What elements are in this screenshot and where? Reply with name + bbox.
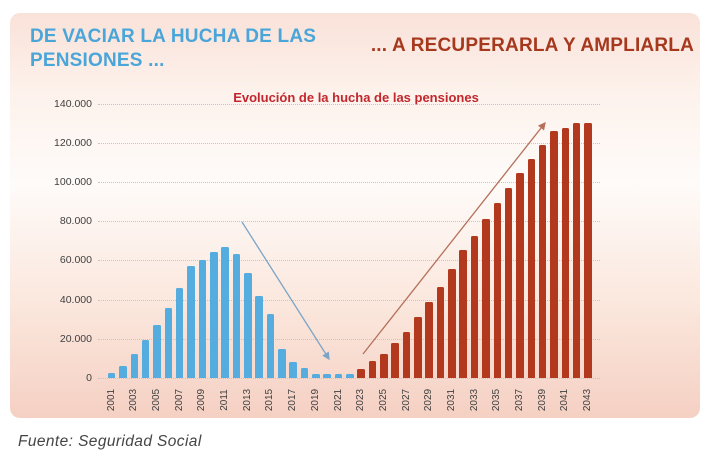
source-caption: Fuente: Seguridad Social [18, 433, 202, 450]
bar-2021 [334, 373, 343, 378]
x-axis-label: 2039 [536, 388, 548, 412]
bar-2005 [153, 324, 161, 378]
bar-2015 [266, 314, 275, 378]
x-axis-label: 2019 [309, 388, 321, 412]
x-axis-label: 2027 [400, 388, 412, 412]
bar-2023 [357, 368, 365, 378]
bar-2002 [119, 365, 127, 378]
x-axis-label: 2041 [559, 388, 571, 412]
x-axis-label: 2043 [581, 388, 593, 412]
bar-2028 [414, 317, 422, 378]
bar-2010 [210, 251, 218, 378]
y-axis-label: 100.000 [54, 175, 92, 188]
bar-2042 [572, 123, 581, 378]
y-axis-label: 80.000 [59, 215, 92, 228]
y-axis-label: 40.000 [59, 293, 92, 306]
bar-2027 [402, 331, 411, 378]
bar-2003 [130, 354, 139, 378]
headline-left: DE VACIAR LA HUCHA DE LAS PENSIONES ... [30, 26, 317, 72]
bar-2029 [425, 301, 433, 378]
gridline-80.000 [98, 221, 600, 223]
gridline-40.000 [98, 299, 600, 301]
bar-2024 [368, 361, 377, 378]
y-axis-label: 120.000 [54, 136, 92, 149]
bar-2013 [244, 272, 252, 378]
bar-2025 [380, 354, 388, 378]
bar-2001 [107, 373, 116, 378]
x-axis-label: 2029 [423, 388, 435, 412]
chart-title: Evolución de la hucha de las pensiones [233, 90, 479, 105]
bar-chart: 0 20.000 40.000 60.000 80.000 100.000 120.000 1… [10, 13, 700, 418]
gridline-140.000 [98, 103, 600, 105]
x-axis-label: 2035 [491, 388, 503, 412]
bar-2007 [175, 288, 184, 378]
x-axis-label: 2017 [287, 388, 299, 412]
bar-2006 [164, 307, 173, 378]
bar-2031 [448, 268, 456, 378]
x-axis-label: 2009 [196, 388, 208, 412]
bar-2008 [187, 265, 195, 378]
bar-2020 [323, 373, 331, 378]
x-axis-label: 2033 [468, 388, 480, 412]
bar-2035 [493, 203, 501, 378]
bar-2039 [538, 144, 547, 378]
y-axis-label: 20.000 [59, 332, 92, 345]
headline-right: ... A RECUPERARLA Y AMPLIARLA [370, 35, 694, 56]
bar-2019 [312, 373, 320, 378]
bar-2041 [561, 128, 570, 378]
x-axis-label: 2011 [219, 389, 231, 411]
x-axis-label: 2025 [377, 388, 389, 412]
bar-2011 [221, 247, 229, 378]
bar-2004 [141, 340, 150, 378]
bar-2032 [459, 250, 467, 378]
y-axis-label: 0 [86, 372, 92, 384]
gridline-120.000 [98, 142, 600, 144]
bar-2026 [391, 343, 399, 378]
x-axis-label: 2037 [513, 388, 525, 412]
bar-2030 [436, 286, 445, 378]
x-axis-label: 2003 [128, 388, 140, 412]
gridline-60.000 [98, 260, 600, 262]
bar-2043 [584, 123, 592, 378]
bar-2036 [504, 188, 513, 378]
y-axis-label: 140.000 [54, 97, 92, 110]
chart-panel: DE VACIAR LA HUCHA DE LAS PENSIONES ... … [10, 13, 700, 418]
x-axis-label: 2001 [105, 388, 117, 412]
bar-2018 [300, 368, 309, 378]
gridline-0 [98, 378, 600, 379]
x-axis-label: 2031 [445, 388, 457, 412]
bar-2016 [278, 348, 286, 378]
bar-2022 [346, 373, 354, 378]
gridline-100.000 [98, 181, 600, 183]
bar-2014 [255, 296, 263, 378]
x-axis-label: 2005 [151, 388, 163, 412]
bar-2009 [198, 260, 207, 378]
bar-2038 [527, 159, 536, 378]
bar-2017 [289, 362, 297, 378]
bar-2037 [516, 173, 524, 378]
x-axis-label: 2015 [264, 388, 276, 412]
x-axis-label: 2023 [355, 388, 367, 412]
bar-2040 [550, 130, 558, 378]
bar-2034 [482, 219, 490, 378]
y-axis-label: 60.000 [59, 254, 92, 267]
gridline-20.000 [98, 338, 600, 340]
x-axis-label: 2021 [332, 388, 344, 412]
x-axis-label: 2007 [173, 388, 185, 412]
x-axis-label: 2013 [241, 388, 253, 412]
bar-2012 [232, 254, 241, 378]
bar-2033 [470, 235, 479, 378]
